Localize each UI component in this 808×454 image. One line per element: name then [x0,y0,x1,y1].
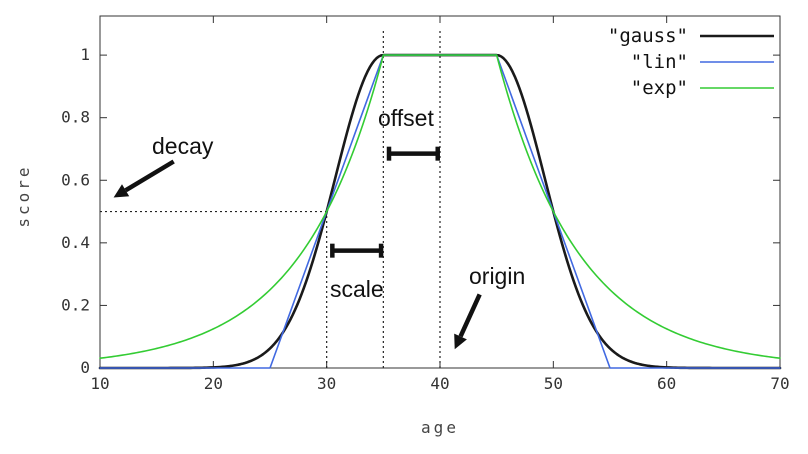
y-tick-label: 0.8 [61,108,90,127]
x-tick-label: 20 [204,374,223,393]
x-axis-label: age [421,418,459,437]
series-line-exp [99,54,781,360]
x-tick-label: 30 [317,374,336,393]
legend-label-linear: "lin" [631,51,688,73]
y-tick-label: 0.6 [61,170,90,189]
y-tick-label: 0.4 [61,233,90,252]
origin-arrow-head [454,333,467,350]
x-tick-label: 60 [657,374,676,393]
y-tick-label: 0 [80,358,90,377]
legend-label-gauss: "gauss" [608,25,688,47]
annotation-decay: decay [152,133,214,159]
y-tick-label: 1 [80,45,90,64]
origin-arrow-shaft [458,293,482,338]
x-tick-label: 40 [430,374,449,393]
x-tick-label: 10 [90,374,109,393]
decay-arrow-shaft [124,159,175,193]
y-tick-label: 0.2 [61,295,90,314]
y-axis-label: score [14,164,33,228]
annotation-origin: origin [469,263,526,289]
legend-label-exp: "exp" [631,77,688,99]
x-tick-label: 50 [544,374,563,393]
decay-arrow-head [113,184,130,198]
x-tick-label: 70 [770,374,789,393]
annotation-scale: scale [330,276,384,302]
annotation-offset: offset [378,105,434,131]
